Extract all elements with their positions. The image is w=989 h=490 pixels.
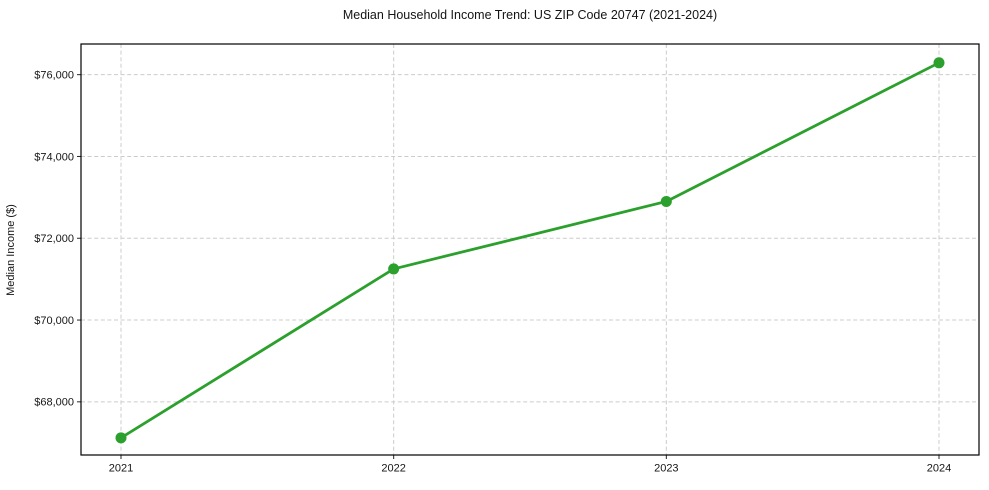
axis-tick-labels: $68,000 $70,000 $72,000 $74,000 $76,000 2021 2… (34, 69, 951, 474)
y-tick-label: $72,000 (34, 233, 74, 245)
y-axis-label: Median Income ($) (5, 204, 17, 296)
trend-line (119, 61, 941, 440)
line-series (115, 57, 945, 444)
chart-title: Median Household Income Trend: US ZIP Co… (342, 8, 718, 22)
data-point-2022 (388, 263, 400, 275)
y-tick-label: $70,000 (34, 315, 74, 327)
gridlines (81, 44, 979, 455)
data-point-2023 (660, 195, 672, 207)
x-tick-label: 2022 (381, 463, 405, 475)
plot-border (80, 43, 980, 456)
data-point-2021 (115, 432, 127, 444)
x-tick-label: 2024 (927, 463, 951, 475)
data-point-2024 (933, 57, 945, 69)
axis-ticks (77, 74, 940, 459)
y-tick-label: $68,000 (34, 397, 74, 409)
y-tick-label: $74,000 (34, 151, 74, 163)
x-tick-label: 2021 (109, 463, 133, 475)
x-tick-label: 2023 (654, 463, 678, 475)
y-tick-label: $76,000 (34, 69, 74, 81)
